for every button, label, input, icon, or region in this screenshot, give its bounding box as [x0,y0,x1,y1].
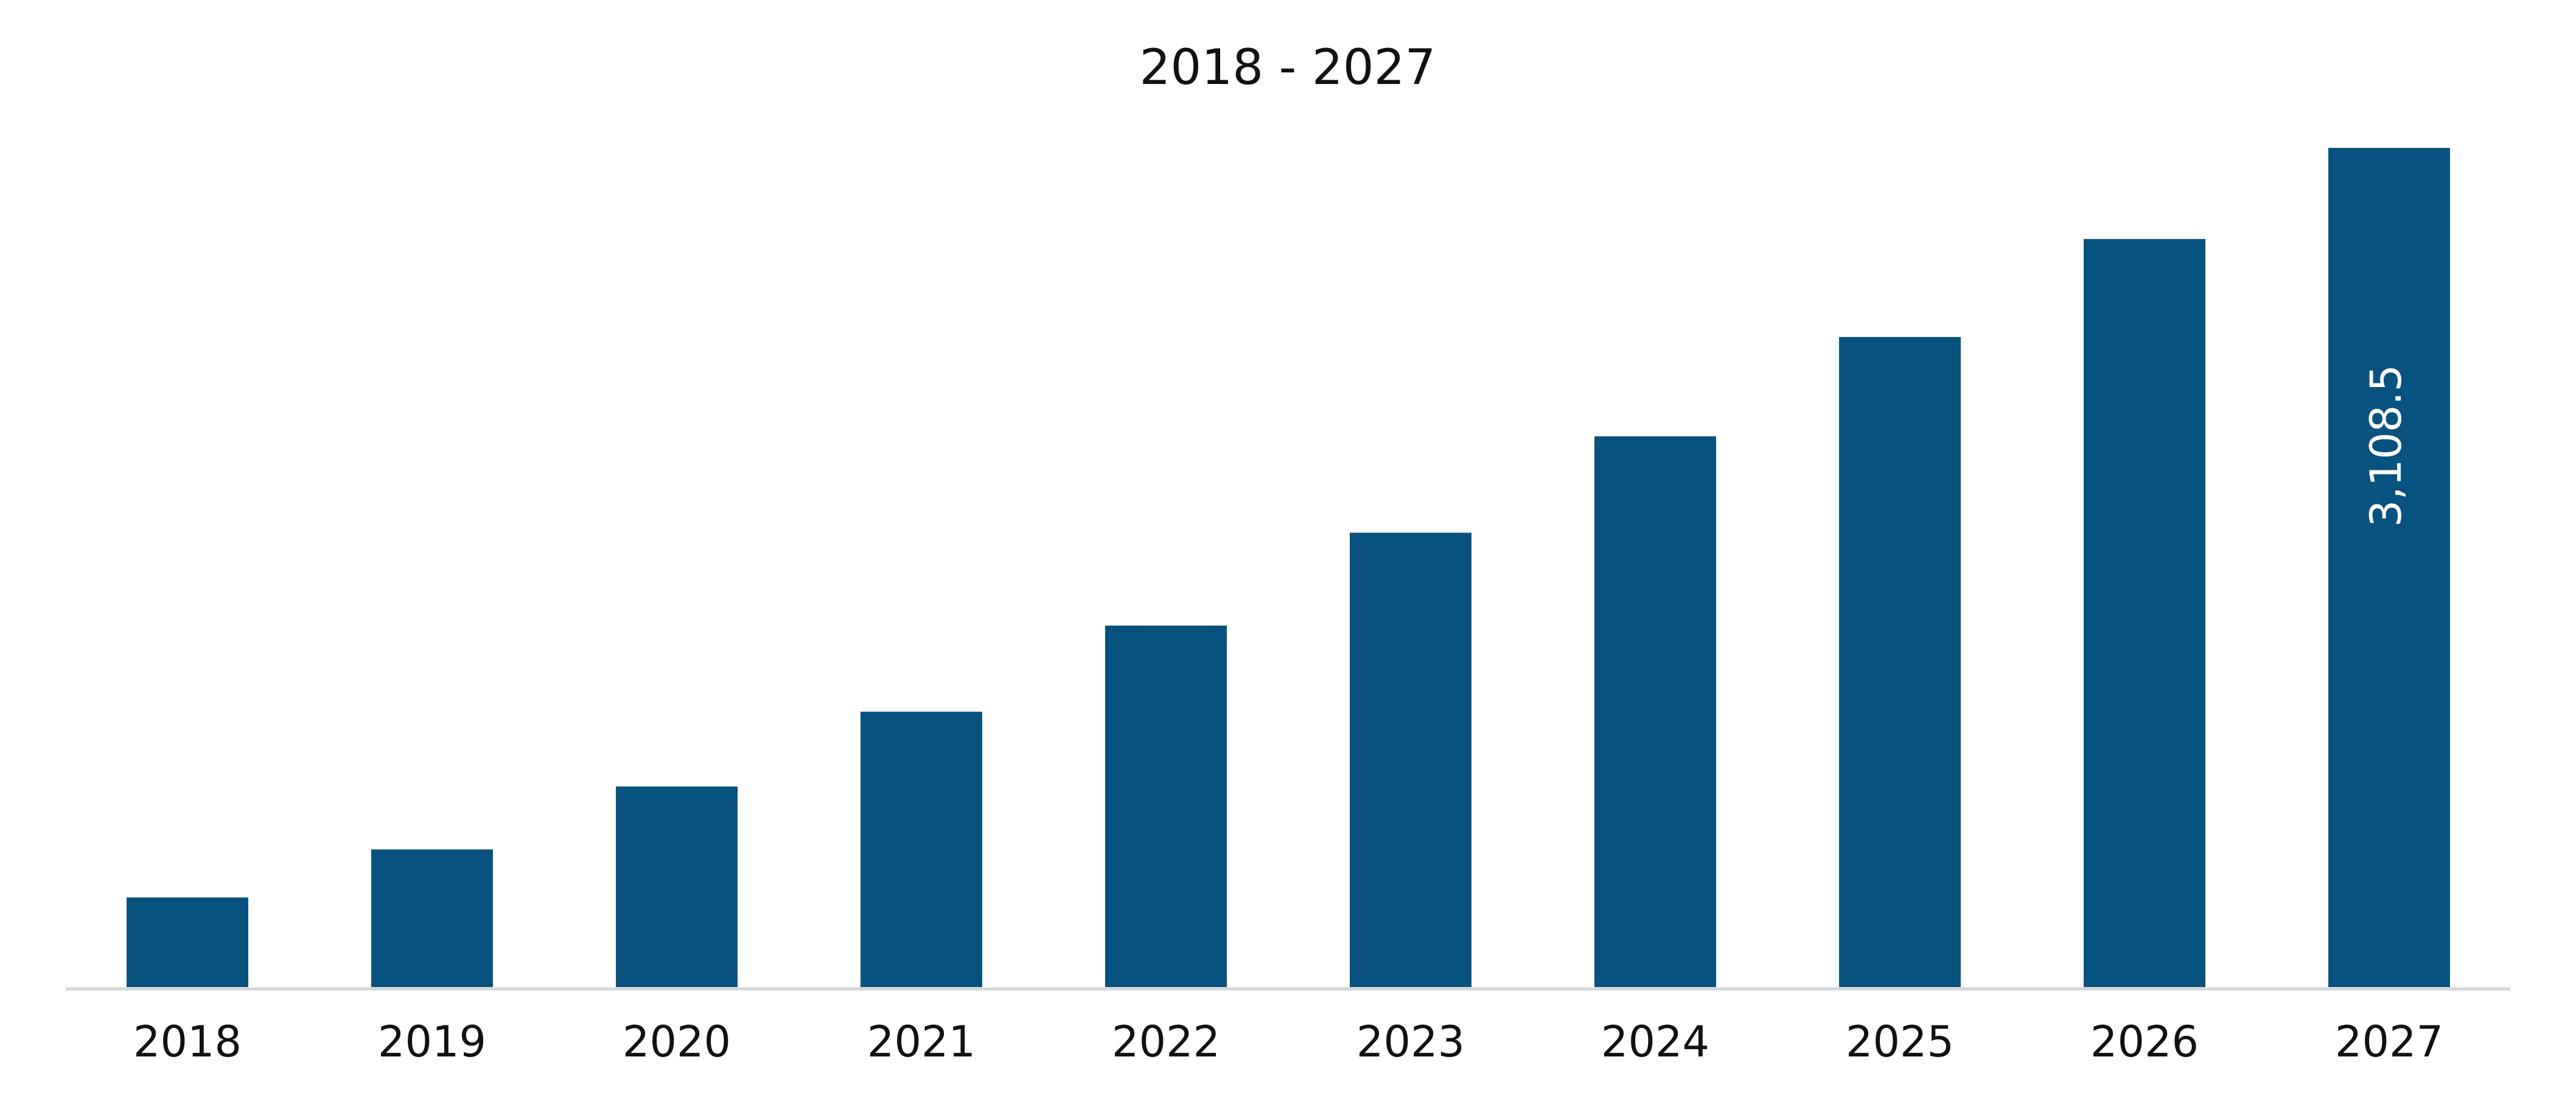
x-tick-label: 2019 [378,1017,486,1067]
x-tick-label: 2026 [2090,1017,2199,1067]
x-tick-label: 2023 [1356,1017,1465,1067]
x-tick-label: 2024 [1601,1017,1709,1067]
bar [371,849,493,987]
value-label: 3,108.5 [2361,365,2411,527]
x-tick-label: 2020 [623,1017,731,1067]
chart-title: 2018 - 2027 [1140,39,1436,96]
x-tick-label: 2027 [2335,1017,2443,1067]
x-tick-label: 2025 [1846,1017,1954,1067]
x-tick-label: 2021 [867,1017,976,1067]
bar [1839,337,1961,987]
bar [2328,148,2450,987]
x-tick-label: 2018 [133,1017,242,1067]
bar [2084,239,2205,987]
bar [1350,532,1471,987]
bar [1105,625,1227,987]
x-tick-label: 2022 [1112,1017,1220,1067]
bar [1594,436,1716,987]
bar [860,711,982,987]
bar [127,897,248,987]
bar [616,786,738,987]
